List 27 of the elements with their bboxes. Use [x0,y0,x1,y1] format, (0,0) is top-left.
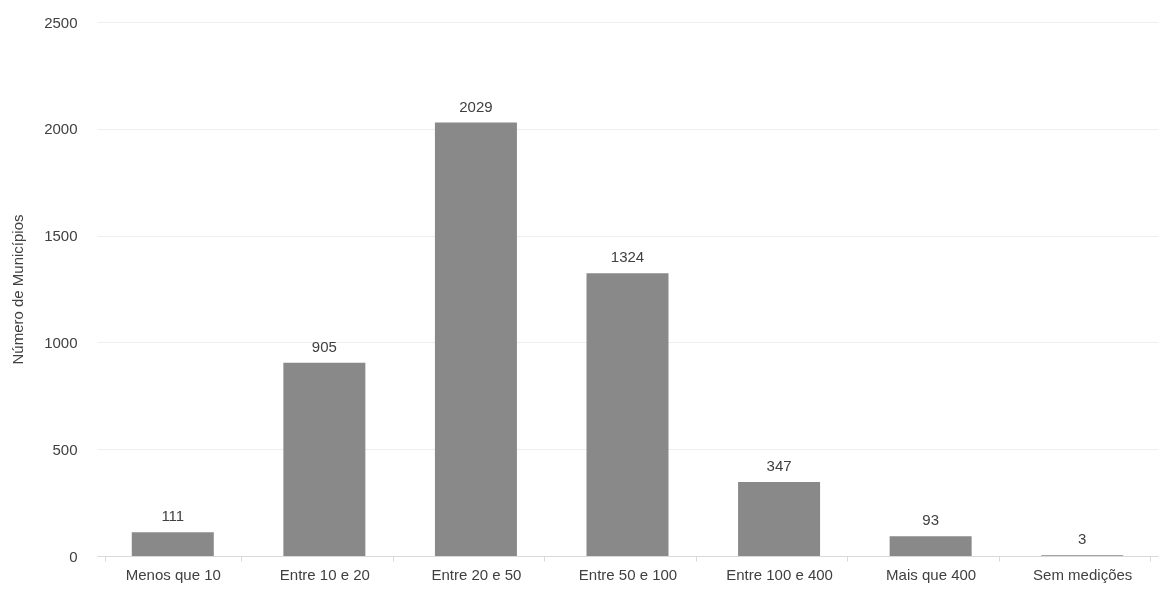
x-tick-label: Mais que 400 [886,565,977,583]
y-tick-label: 1000 [44,333,78,351]
data-label: 905 [311,337,337,355]
y-axis-title: Número de Municípios [9,214,27,365]
data-label: 1324 [610,248,645,266]
x-tick-label: Sem medições [1033,565,1133,583]
x-tick-label: Entre 20 e 50 [431,565,522,583]
x-tick-label: Entre 100 e 400 [726,565,833,583]
y-tick-label: 1500 [44,227,78,245]
x-tick-label: Entre 10 e 20 [279,565,370,583]
y-tick-label: 2500 [44,13,78,31]
bar [283,362,366,556]
bar [434,122,517,556]
bar [131,532,214,556]
y-tick-label: 0 [69,547,78,565]
data-label: 111 [161,507,185,525]
x-tick-label: Entre 50 e 100 [578,565,678,583]
y-tick-label: 2000 [44,120,78,138]
y-tick-label: 500 [52,440,78,458]
data-label: 2029 [459,97,493,115]
x-tick-label: Menos que 10 [125,565,221,583]
bar [889,536,972,556]
data-label: 93 [922,511,939,529]
data-label: 347 [766,456,792,474]
bar [586,273,669,556]
bar [738,481,821,556]
data-label: 3 [1078,530,1087,548]
